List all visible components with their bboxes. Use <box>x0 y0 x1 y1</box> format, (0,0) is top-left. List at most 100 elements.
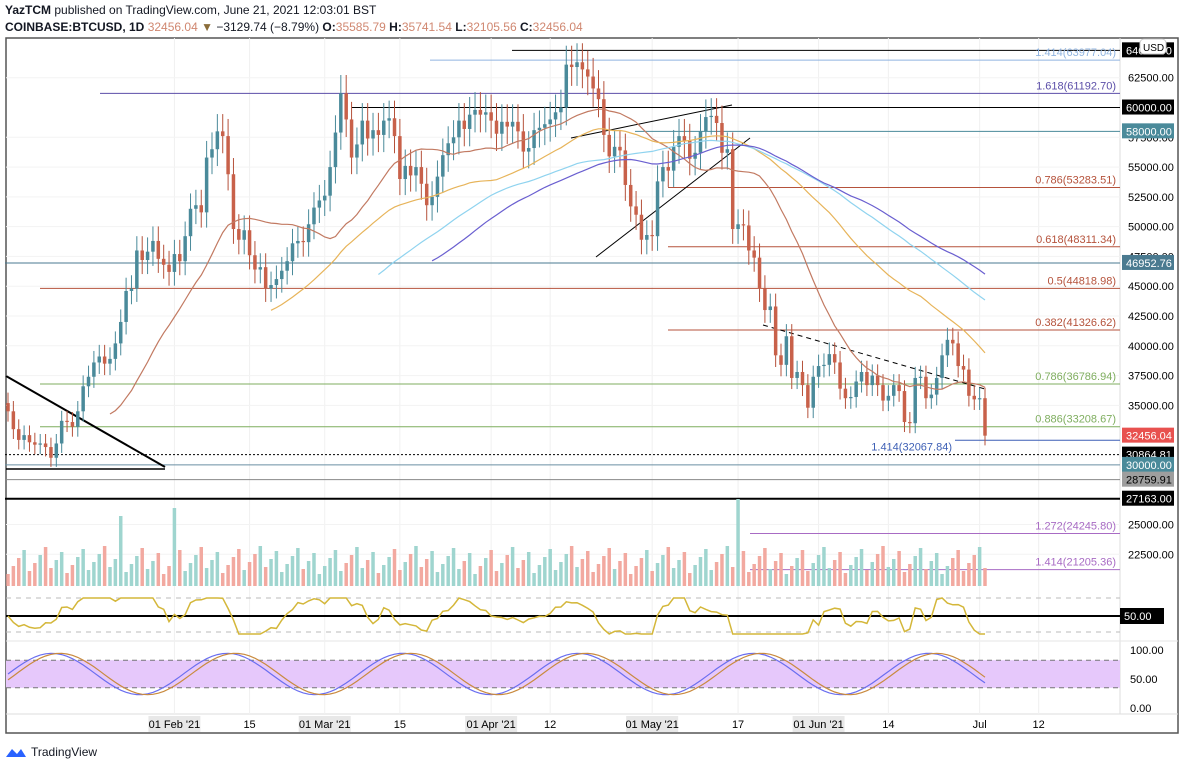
candle-body <box>559 107 563 113</box>
volume-bar <box>290 556 295 586</box>
time-tick-label: 12 <box>544 719 556 731</box>
candle-body <box>747 225 751 251</box>
volume-bar <box>967 563 971 586</box>
candle-body <box>741 224 746 226</box>
candle-body <box>521 131 526 152</box>
volume-bar <box>38 555 42 586</box>
candle-body <box>242 230 246 240</box>
candle-body <box>167 264 171 272</box>
candle-body <box>757 257 762 289</box>
volume-bar <box>414 546 418 586</box>
volume-bar <box>934 553 939 586</box>
trend-line <box>5 375 166 468</box>
candle-body <box>371 130 375 139</box>
candle-body <box>838 362 842 389</box>
volume-bar <box>462 561 467 586</box>
candle-body <box>526 148 531 152</box>
candle-body <box>76 411 80 427</box>
time-tick-label: 17 <box>732 719 744 731</box>
volume-bar <box>816 555 821 586</box>
candle-body <box>779 355 783 365</box>
candle-body <box>623 150 628 185</box>
candle-body <box>65 420 69 423</box>
candle-body <box>156 240 161 259</box>
candle-body <box>172 254 177 272</box>
candle-body <box>97 356 102 363</box>
volume-bar <box>677 560 681 586</box>
volume-bar <box>274 551 279 586</box>
volume-bar <box>151 561 155 586</box>
volume-bar <box>537 565 542 586</box>
stoch-tick-label: 100.00 <box>1130 645 1164 657</box>
candle-body <box>768 306 773 311</box>
price-tick-label: 52500.00 <box>1128 192 1174 204</box>
candle-body <box>569 64 574 68</box>
candle-body <box>489 112 493 121</box>
volume-bar <box>832 560 837 586</box>
volume-bar <box>194 555 198 586</box>
candle-body <box>33 442 37 445</box>
candle-body <box>881 385 885 401</box>
volume-bar <box>881 546 885 586</box>
candle-body <box>720 123 724 153</box>
candle-body <box>317 200 322 208</box>
candle-body <box>398 136 402 179</box>
time-tick-label: 01 May '21 <box>625 719 678 731</box>
volume-bar <box>258 546 263 586</box>
candle-body <box>247 230 252 256</box>
volume-bar <box>924 569 928 586</box>
volume-bar <box>747 572 751 586</box>
candle-body <box>655 181 660 237</box>
volume-bar <box>671 568 676 586</box>
volume-bar <box>951 558 955 586</box>
candle-body <box>773 306 778 356</box>
candle-body <box>92 362 96 377</box>
stoch-d-line <box>7 652 986 696</box>
volume-bar <box>693 565 697 586</box>
price-badge-label: 27163.00 <box>1126 494 1172 506</box>
volume-bar <box>129 564 134 586</box>
volume-bar <box>430 551 434 586</box>
volume-bar <box>382 565 386 586</box>
volume-bar <box>908 564 912 586</box>
volume-bar <box>339 571 343 586</box>
candle-body <box>135 250 139 289</box>
volume-bar <box>204 568 209 586</box>
candle-body <box>795 371 799 378</box>
stoch-tick-label: 50.00 <box>1130 674 1158 686</box>
volume-bar <box>322 566 327 586</box>
candle-body <box>22 435 26 440</box>
volume-bar <box>940 574 944 586</box>
volume-bar <box>983 568 987 586</box>
candle-body <box>199 205 203 213</box>
moving-average-line <box>270 128 986 354</box>
brand-name: TradingView <box>31 745 98 759</box>
currency-label: USD <box>1143 43 1164 54</box>
price-badge <box>1122 471 1174 487</box>
candle-body <box>204 157 209 213</box>
candle-body <box>977 398 982 400</box>
price-tick-label: 45000.00 <box>1128 281 1174 293</box>
volume-bar <box>6 574 10 586</box>
candle-body <box>682 136 687 141</box>
candle-body <box>274 279 279 286</box>
candle-body <box>43 443 48 448</box>
candle-body <box>806 385 810 408</box>
volume-bar <box>639 558 644 586</box>
volume-bar <box>199 547 203 586</box>
candle-body <box>349 119 354 158</box>
volume-bar <box>757 556 762 586</box>
volume-bar <box>645 550 649 586</box>
volume-bar <box>473 574 477 586</box>
candle-body <box>575 62 579 68</box>
volume-bar <box>822 547 826 586</box>
price-badge-label: 46952.76 <box>1126 258 1172 270</box>
volume-bar <box>269 559 273 586</box>
fib-level-label: 1.414(63977.04) <box>1035 47 1116 59</box>
wedge-upper-line <box>570 104 733 139</box>
candle-body <box>924 376 928 399</box>
candle-body <box>145 251 150 261</box>
publish-text: published on TradingView.com, June 21, 2… <box>51 3 377 17</box>
candle-body <box>215 131 220 150</box>
